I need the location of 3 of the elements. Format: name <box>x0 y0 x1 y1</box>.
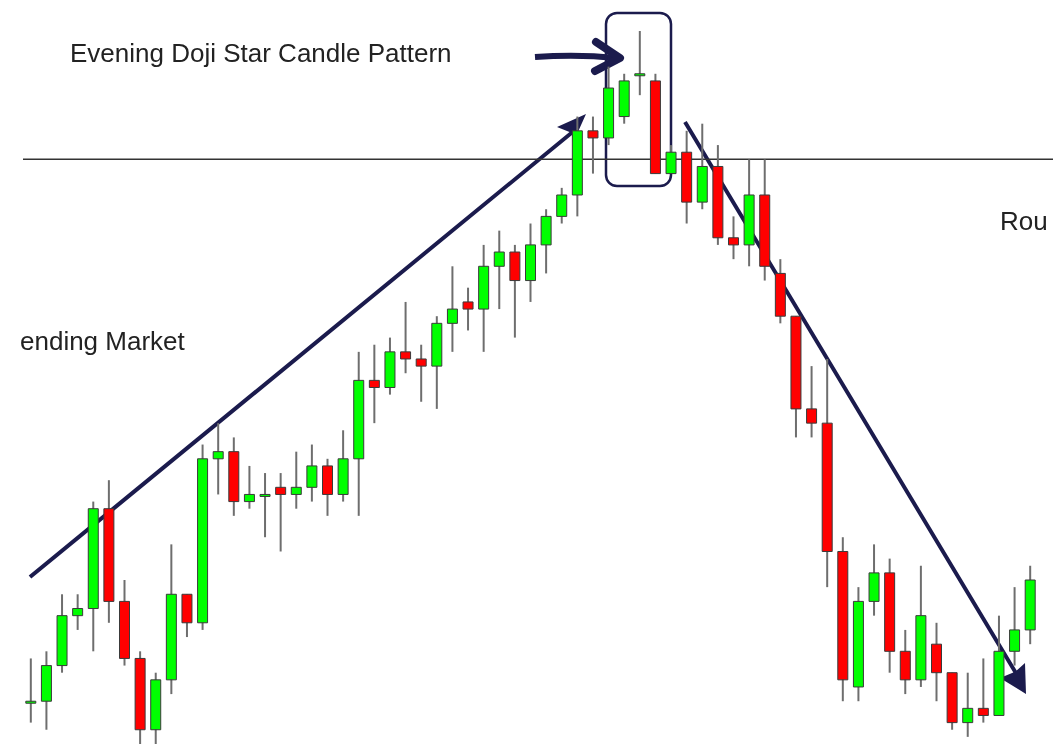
annotation: Rou <box>1000 206 1048 237</box>
annotation: ending Market <box>20 326 185 357</box>
annotation: Evening Doji Star Candle Pattern <box>70 38 452 69</box>
